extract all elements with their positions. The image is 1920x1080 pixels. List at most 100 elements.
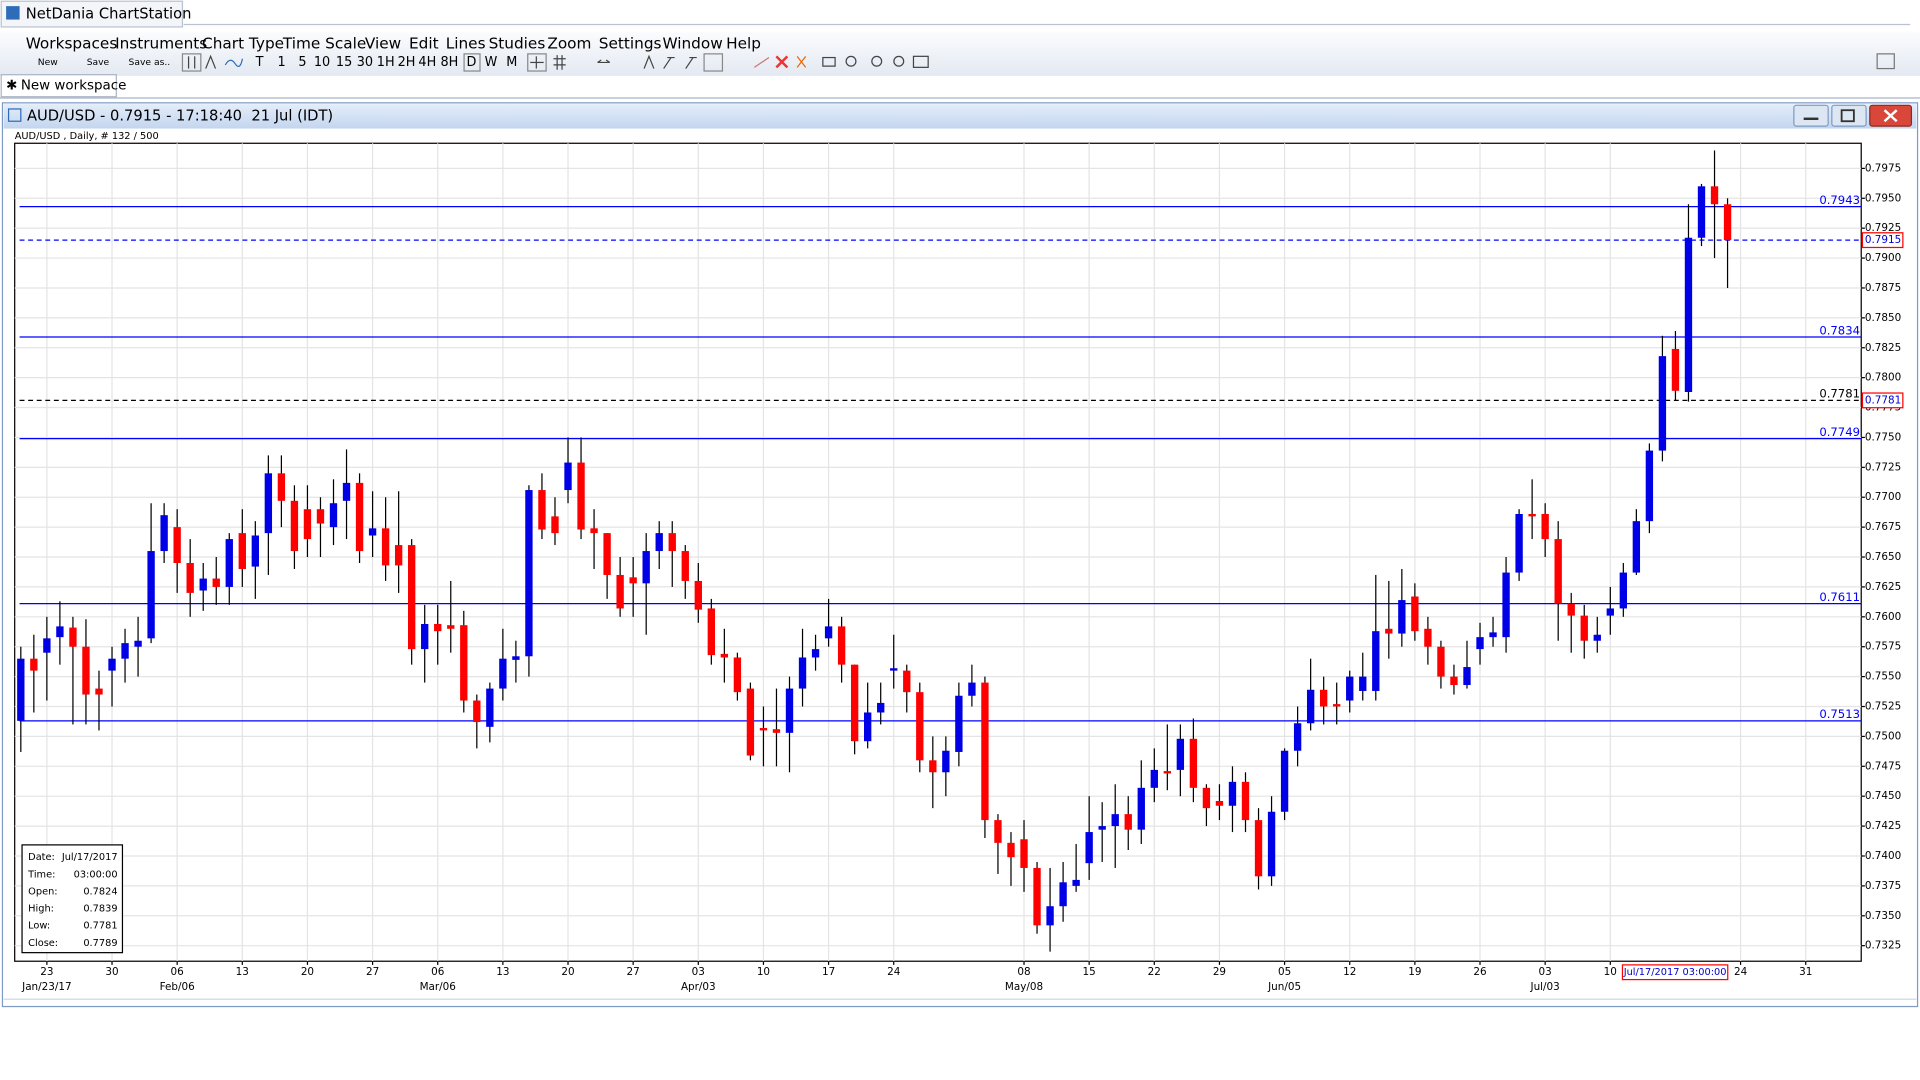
timeframe-button[interactable]: 2H: [398, 55, 416, 70]
candle-body: [121, 643, 129, 659]
y-tick-label: 0.7400: [1865, 850, 1901, 862]
x-tick-label: 12: [1343, 966, 1356, 978]
x-tick-label: 22: [1148, 966, 1161, 978]
candle-body: [1632, 521, 1641, 573]
menu-bar: [0, 31, 1920, 76]
panel-button[interactable]: [1876, 53, 1895, 70]
x-tick-label: 10: [757, 966, 770, 978]
menu-item[interactable]: Edit: [409, 35, 439, 53]
x-tick-label: 27: [366, 966, 379, 978]
level-axis-box: [1861, 392, 1904, 409]
minimize-button[interactable]: [1793, 104, 1829, 127]
candle-body: [134, 640, 142, 647]
candle-body: [1254, 820, 1263, 877]
timeframe-button[interactable]: M: [506, 55, 517, 70]
candle-body: [1228, 781, 1237, 806]
x-tick-label: 19: [1408, 966, 1421, 978]
candle-body: [251, 535, 260, 567]
info-value: 0.7781: [83, 921, 117, 932]
menu-item[interactable]: Lines: [446, 35, 486, 53]
timeframe-button[interactable]: W: [485, 55, 498, 70]
level-label: 0.7834: [1819, 323, 1860, 337]
candle-body: [955, 695, 963, 752]
x-tick-label: 31: [1799, 966, 1812, 978]
workspace-tab[interactable]: [0, 74, 117, 98]
toolbar-button[interactable]: Save as..: [129, 57, 171, 68]
x-tick-label: 03: [692, 966, 705, 978]
candle-body: [746, 688, 755, 756]
menu-item[interactable]: View: [365, 35, 401, 53]
candle-body: [694, 580, 702, 610]
candle-body: [824, 626, 833, 639]
menu-item[interactable]: Chart Type: [202, 35, 284, 53]
menu-item[interactable]: Studies: [489, 35, 546, 53]
candle-body: [890, 668, 898, 671]
menu-item[interactable]: Instruments: [115, 35, 207, 53]
candle-body: [408, 545, 416, 650]
candle-body: [1502, 572, 1510, 638]
candle-body: [1007, 842, 1015, 858]
restore-button[interactable]: [1831, 104, 1867, 127]
timeframe-button[interactable]: 1: [278, 55, 286, 70]
x-tick-label: 15: [1083, 966, 1096, 978]
candle-body: [1723, 204, 1732, 241]
tab-label[interactable]: New workspace: [21, 79, 127, 94]
timeframe-button[interactable]: 1H: [377, 55, 395, 70]
candle-body: [564, 462, 572, 491]
y-tick-label: 0.7925: [1865, 222, 1901, 234]
candle-body: [186, 563, 194, 593]
candle-body: [850, 664, 859, 742]
level-axis-label: 0.7781: [1865, 394, 1901, 406]
candle-body: [1280, 750, 1289, 812]
menu-item[interactable]: Zoom: [547, 35, 591, 53]
candle-body: [968, 682, 976, 696]
candle-body: [1710, 186, 1719, 205]
candle-body: [994, 820, 1002, 843]
candle-body: [798, 657, 807, 689]
toolbar-button[interactable]: Save: [87, 57, 110, 68]
menu-item[interactable]: Settings: [599, 35, 662, 53]
candle-body: [903, 670, 911, 693]
candle-body: [811, 649, 820, 658]
candle-body: [473, 700, 481, 723]
candle-body: [1593, 634, 1601, 641]
info-value: 0.7789: [83, 938, 117, 949]
candle-body: [212, 578, 220, 587]
toolbar-button[interactable]: New: [38, 57, 59, 68]
candle-body: [1150, 769, 1158, 788]
title-tab: [0, 0, 184, 28]
timeframe-button[interactable]: 15: [336, 55, 352, 70]
candle-body: [1697, 186, 1706, 238]
candle-body: [590, 528, 598, 534]
candle-body: [290, 500, 299, 552]
candle-body: [1541, 513, 1549, 540]
menu-item[interactable]: Time Scale: [282, 35, 366, 53]
timeframe-button[interactable]: T: [255, 55, 264, 70]
candle-body: [199, 578, 207, 591]
x-sublabel: May/08: [1005, 981, 1043, 993]
x-sublabel: Mar/06: [420, 981, 456, 993]
menu-item[interactable]: Workspaces: [26, 35, 118, 53]
candle-body: [1293, 723, 1302, 751]
timeframe-button[interactable]: 4H: [418, 55, 436, 70]
y-tick-label: 0.7600: [1865, 611, 1901, 623]
candle-body: [277, 473, 286, 501]
y-tick-label: 0.7850: [1865, 312, 1901, 324]
candle-body: [147, 551, 155, 639]
timeframe-button[interactable]: 8H: [440, 55, 458, 70]
info-value: 03:00:00: [74, 869, 118, 880]
y-tick-label: 0.7975: [1865, 162, 1901, 174]
candle-body: [1320, 689, 1328, 707]
candle-body: [929, 760, 937, 773]
timeframe-button[interactable]: 30: [357, 55, 373, 70]
timeframe-button[interactable]: 10: [314, 55, 330, 70]
timeframe-button[interactable]: D: [466, 55, 476, 70]
candle-body: [981, 682, 989, 821]
window-header: [3, 104, 1917, 129]
menu-item[interactable]: Help: [726, 35, 761, 53]
timeframe-button[interactable]: 5: [298, 55, 306, 70]
candle-body: [1085, 832, 1093, 864]
level-axis-label: 0.7915: [1865, 234, 1901, 246]
menu-item[interactable]: Window: [662, 35, 722, 53]
candle-body: [1567, 603, 1575, 616]
